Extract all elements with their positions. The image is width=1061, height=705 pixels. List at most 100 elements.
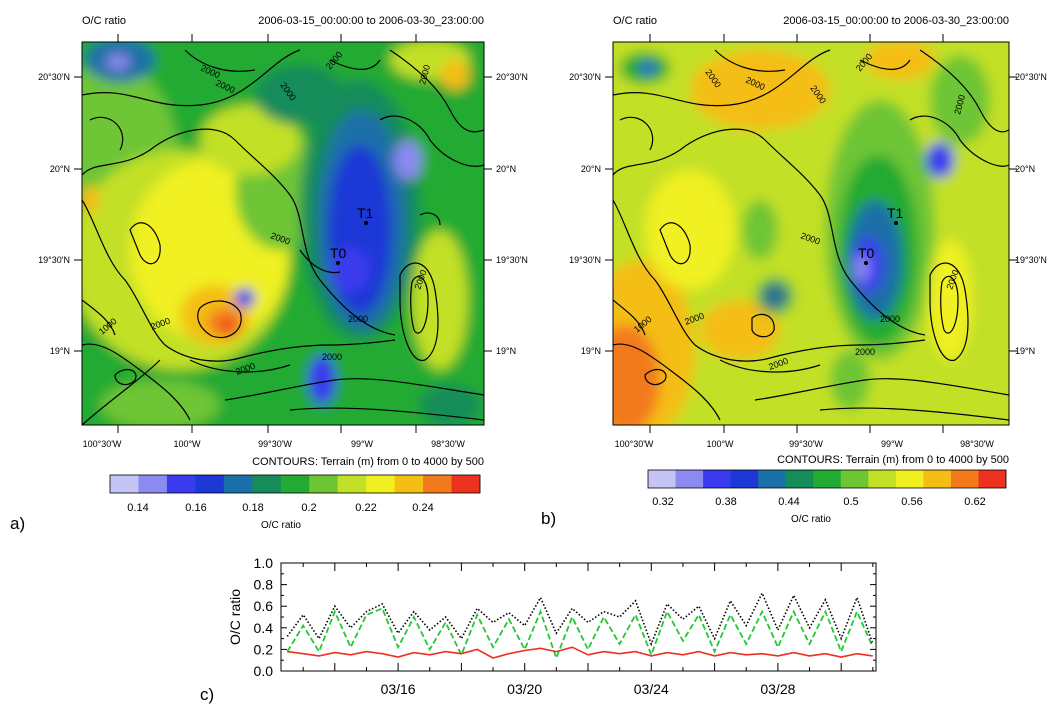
colorbar-tick: 0.44	[778, 496, 799, 508]
y-tick-label: 1.0	[254, 555, 274, 571]
lon-tick: 100°W	[706, 439, 734, 449]
contour-label: 2000	[322, 352, 342, 362]
panel-a-title-right: 2006-03-15_00:00:00 to 2006-03-30_23:00:…	[258, 15, 484, 27]
contour-label: 2000	[348, 314, 368, 324]
colorbar-swatch	[451, 475, 481, 493]
lon-tick: 99°W	[351, 439, 374, 449]
panel-b-stations: T1 T0	[858, 205, 904, 265]
panel-c-x-axis: 03/16 03/20 03/24 03/28	[302, 563, 874, 697]
panel-b-colorbar	[647, 469, 1007, 489]
panel-b-contour-note: CONTOURS: Terrain (m) from 0 to 4000 by …	[777, 454, 1009, 466]
panel-b-colorbar-ticks: 0.32 0.38 0.44 0.5 0.56 0.62	[652, 496, 985, 508]
panel-a-colorbar	[109, 474, 481, 494]
colorbar-swatch	[840, 470, 869, 488]
panel-b-label: b)	[541, 509, 556, 528]
colorbar-swatch	[950, 470, 979, 488]
x-tick-label: 03/20	[507, 681, 542, 697]
lat-tick: 20°30'N	[38, 72, 70, 82]
colorbar-tick: 0.16	[185, 502, 206, 514]
x-tick-label: 03/24	[634, 681, 669, 697]
colorbar-swatch	[675, 470, 704, 488]
panel-c-series	[286, 591, 874, 661]
lat-tick: 20°N	[496, 164, 516, 174]
x-tick-label: 03/16	[381, 681, 416, 697]
series-line	[286, 607, 874, 661]
panel-b-lat-labels: 20°30'N 20°N 19°30'N 19°N 20°30'N 20°N 1…	[569, 72, 1047, 356]
lat-tick: 20°30'N	[1015, 72, 1047, 82]
panel-a-lon-labels: 100°30'W 100°W 99°30'W 99°W 98°30'W	[83, 439, 466, 449]
colorbar-swatch	[423, 475, 452, 493]
panel-b-colorbar-title: O/C ratio	[791, 514, 831, 525]
panel-c-ylabel: O/C ratio	[227, 589, 243, 645]
colorbar-tick: 0.32	[652, 496, 673, 508]
lat-tick: 19°N	[581, 346, 601, 356]
lat-tick: 19°30'N	[38, 255, 70, 265]
lon-tick: 100°W	[173, 439, 201, 449]
panel-a-map: 2000 2000 2000 2000 2000 2000 1000 2000 …	[82, 42, 484, 425]
colorbar-frame	[647, 469, 1007, 489]
colorbar-swatch	[730, 470, 759, 488]
lon-tick: 98°30'W	[431, 439, 465, 449]
y-tick-label: 0.8	[254, 577, 274, 593]
colorbar-tick: 0.24	[412, 502, 433, 514]
panel-b-frame	[612, 41, 1010, 426]
panel-c-y-axis: 0.0 0.2 0.4 0.6 0.8 1.0	[254, 555, 876, 679]
colorbar-tick: 0.2	[301, 502, 316, 514]
lon-tick: 100°30'W	[83, 439, 122, 449]
colorbar-swatch	[785, 470, 814, 488]
colorbar-frame	[109, 474, 481, 494]
lat-tick: 19°N	[1015, 346, 1035, 356]
lat-tick: 20°30'N	[569, 72, 601, 82]
colorbar-swatch	[978, 470, 1007, 488]
station-label-t0: T0	[858, 245, 875, 261]
panel-a: O/C ratio 2006-03-15_00:00:00 to 2006-03…	[10, 15, 528, 533]
panel-b-ticks	[605, 34, 1017, 433]
station-label-t1: T1	[357, 205, 374, 221]
panel-a-frame	[81, 41, 485, 426]
lat-tick: 20°N	[1015, 164, 1035, 174]
colorbar-swatch	[758, 470, 786, 488]
y-tick-label: 0.0	[254, 663, 274, 679]
colorbar-swatch	[280, 475, 310, 493]
lat-tick: 19°N	[496, 346, 516, 356]
panel-b: O/C ratio 2006-03-15_00:00:00 to 2006-03…	[541, 15, 1047, 528]
lon-tick: 99°30'W	[258, 439, 292, 449]
colorbar-swatch	[923, 470, 952, 488]
panel-a-colorbar-ticks: 0.14 0.16 0.18 0.2 0.22 0.24	[127, 502, 433, 514]
lat-tick: 20°30'N	[496, 72, 528, 82]
colorbar-tick: 0.56	[901, 496, 922, 508]
colorbar-swatch	[366, 475, 395, 493]
colorbar-swatch	[868, 470, 897, 488]
lon-tick: 99°W	[881, 439, 904, 449]
y-tick-label: 0.4	[254, 620, 274, 636]
colorbar-swatch	[813, 470, 842, 488]
colorbar-tick: 0.14	[127, 502, 148, 514]
lon-tick: 100°30'W	[615, 439, 654, 449]
lat-tick: 19°30'N	[496, 255, 528, 265]
panel-b-title-left: O/C ratio	[613, 15, 657, 27]
colorbar-swatch	[166, 475, 196, 493]
panel-b-title-right: 2006-03-15_00:00:00 to 2006-03-30_23:00:…	[783, 15, 1009, 27]
panel-b-map: 2000 2000 2000 2000 2000 2000 1000 2000 …	[613, 42, 1009, 425]
colorbar-tick: 0.5	[843, 496, 858, 508]
lat-tick: 19°N	[50, 346, 70, 356]
colorbar-tick: 0.22	[355, 502, 376, 514]
panel-a-title-left: O/C ratio	[82, 15, 126, 27]
panel-a-lat-labels: 20°30'N 20°N 19°30'N 19°N 20°30'N 20°N 1…	[38, 72, 528, 356]
x-tick-label: 03/28	[760, 681, 795, 697]
colorbar-tick: 0.18	[242, 502, 263, 514]
colorbar-swatch	[337, 475, 367, 493]
series-line	[286, 591, 874, 647]
colorbar-swatch	[703, 470, 731, 488]
station-label-t0: T0	[330, 245, 347, 261]
panel-c: 0.00.20.40.60.81.0 03/16 03/20 03/24 03/28 …	[200, 555, 877, 704]
lat-tick: 19°30'N	[1015, 255, 1047, 265]
contour-label: 2000	[855, 347, 875, 357]
colorbar-swatch	[195, 475, 225, 493]
panel-a-stations: T1 T0	[330, 205, 374, 265]
colorbar-swatch	[309, 475, 338, 493]
colorbar-swatch	[252, 475, 282, 493]
colorbar-swatch	[223, 475, 253, 493]
colorbar-tick: 0.38	[715, 496, 736, 508]
